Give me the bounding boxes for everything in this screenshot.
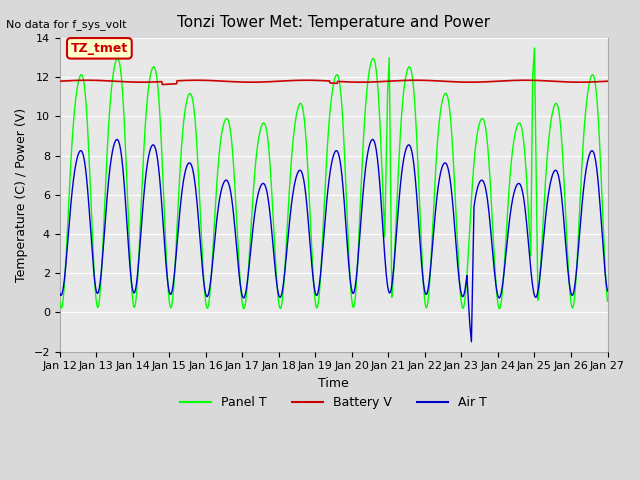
Battery V	[83, 77, 91, 83]
Battery V	[113, 78, 120, 84]
Text: No data for f_sys_volt: No data for f_sys_volt	[6, 19, 127, 30]
Title: Tonzi Tower Met: Temperature and Power: Tonzi Tower Met: Temperature and Power	[177, 15, 490, 30]
Panel T	[118, 84, 126, 90]
Battery V	[494, 78, 502, 84]
Text: TZ_tmet: TZ_tmet	[71, 42, 128, 55]
Panel T	[593, 98, 601, 104]
Battery V	[298, 77, 306, 83]
Panel T	[151, 65, 159, 71]
Battery V	[278, 78, 286, 84]
Panel T	[266, 161, 274, 167]
Line: Air T: Air T	[60, 140, 607, 342]
Battery V	[56, 78, 63, 84]
Air T	[468, 339, 476, 345]
Air T	[266, 210, 274, 216]
Air T	[290, 186, 298, 192]
Air T	[593, 168, 601, 174]
Battery V	[433, 78, 441, 84]
Panel T	[604, 299, 611, 304]
Air T	[56, 290, 63, 296]
Panel T	[240, 306, 248, 312]
X-axis label: Time: Time	[318, 377, 349, 390]
Battery V	[159, 82, 166, 87]
Y-axis label: Temperature (C) / Power (V): Temperature (C) / Power (V)	[15, 108, 28, 282]
Legend: Panel T, Battery V, Air T: Panel T, Battery V, Air T	[175, 391, 492, 414]
Line: Panel T: Panel T	[60, 48, 607, 309]
Air T	[151, 144, 159, 150]
Air T	[118, 161, 126, 167]
Panel T	[531, 45, 538, 51]
Air T	[534, 287, 542, 293]
Air T	[604, 288, 611, 294]
Panel T	[56, 300, 63, 305]
Air T	[113, 137, 121, 143]
Battery V	[604, 78, 611, 84]
Line: Battery V: Battery V	[60, 80, 607, 84]
Battery V	[484, 79, 492, 84]
Panel T	[290, 131, 298, 137]
Panel T	[534, 296, 542, 301]
